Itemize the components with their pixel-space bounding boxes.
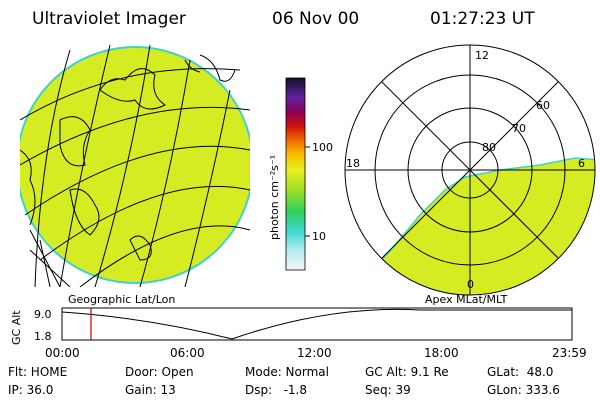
title: Ultraviolet Imager	[32, 9, 186, 29]
panel-label: Geographic Lat/Lon	[68, 293, 175, 306]
colorbar-tick-label: 10	[312, 230, 326, 243]
status-field: Mode: Normal	[245, 365, 329, 379]
mlt-label: 18	[346, 157, 360, 170]
status-field: GLat: 48.0	[487, 365, 553, 379]
timeline-xtick: 06:00	[170, 346, 205, 360]
time: 01:27:23 UT	[430, 9, 535, 29]
panel-label: Apex MLat/MLT	[425, 293, 508, 306]
timeline-xtick: 18:00	[424, 346, 459, 360]
status-field: Dsp: -1.8	[245, 383, 307, 397]
status-field: GC Alt: 9.1 Re	[365, 365, 449, 379]
status-panel: Flt: HOME Door: Open Mode: Normal GC Alt: 9…	[8, 365, 560, 397]
date: 06 Nov 00	[272, 9, 359, 29]
status-field: Seq: 39	[365, 383, 411, 397]
colorbar	[285, 77, 306, 271]
status-field: Door: Open	[125, 365, 194, 379]
timeline-ytick: 1.8	[34, 330, 52, 343]
colorbar-tick-label: 100	[312, 141, 333, 154]
timeline-ylabel: GC Alt	[10, 310, 23, 345]
status-field: GLon: 333.6	[487, 383, 560, 397]
colorbar-label: photon cm⁻²s⁻¹	[268, 155, 281, 240]
lat-label: 80	[482, 141, 496, 154]
lat-label: 60	[536, 99, 550, 112]
mlt-label: 12	[475, 49, 489, 62]
status-field: IP: 36.0	[8, 383, 53, 397]
orbit-timeline: GC Alt 9.0 1.8 00:00 06:00 12:00 18:00 2…	[10, 307, 587, 360]
mlt-label: 0	[467, 278, 474, 291]
status-field: Flt: HOME	[8, 365, 67, 379]
globe-image	[20, 44, 250, 287]
lat-label: 70	[512, 122, 526, 135]
timeline-ytick: 9.0	[34, 308, 52, 321]
polar-plot: 12 18 6 0 80 70 60	[344, 44, 596, 296]
mlt-label: 6	[578, 157, 585, 170]
timeline-xtick: 00:00	[45, 346, 80, 360]
status-field: Gain: 13	[125, 383, 176, 397]
timeline-xtick: 23:59	[552, 346, 587, 360]
timeline-xtick: 12:00	[297, 346, 332, 360]
